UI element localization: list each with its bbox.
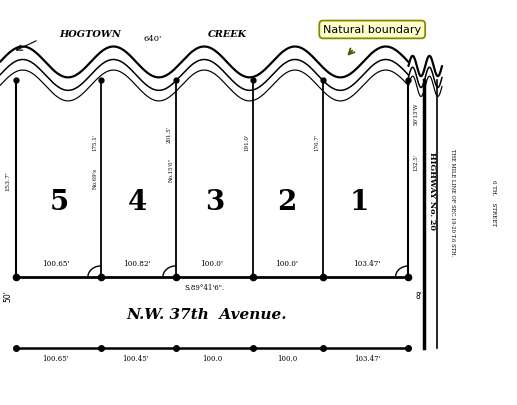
- Text: 8': 8': [415, 291, 422, 300]
- Text: Natural boundary: Natural boundary: [323, 26, 421, 35]
- Text: 3: 3: [205, 189, 224, 216]
- Text: 176.7': 176.7': [314, 133, 320, 150]
- Text: 100.0': 100.0': [201, 259, 223, 267]
- Text: 153.7': 153.7': [5, 171, 10, 190]
- Text: 132.5': 132.5': [414, 153, 419, 171]
- Text: 640': 640': [143, 34, 162, 43]
- Text: 100.0: 100.0: [202, 354, 222, 362]
- Text: 100.65': 100.65': [42, 259, 70, 267]
- Text: 6 TH.    STREET: 6 TH. STREET: [491, 179, 496, 226]
- Text: 1: 1: [349, 189, 369, 216]
- Text: 100.45': 100.45': [122, 354, 149, 362]
- Text: N.W. 37th  Avenue.: N.W. 37th Avenue.: [127, 307, 287, 321]
- Text: HOGTOWN: HOGTOWN: [59, 30, 121, 39]
- Text: 191.0': 191.0': [245, 133, 250, 150]
- Text: 100.0': 100.0': [276, 259, 298, 267]
- Text: S.89°41'6".: S.89°41'6".: [184, 284, 224, 292]
- Text: THE MILE LINE OF SEC.19-20 T.6 STH.: THE MILE LINE OF SEC.19-20 T.6 STH.: [450, 149, 455, 256]
- Text: HIGHWAY No. 20: HIGHWAY No. 20: [428, 151, 436, 229]
- Text: 100.65': 100.65': [42, 354, 69, 362]
- Text: 5: 5: [50, 189, 69, 216]
- Text: 100.82': 100.82': [123, 259, 151, 267]
- Text: 50': 50': [3, 290, 12, 302]
- Text: 4: 4: [127, 189, 147, 216]
- Text: No.15'6": No.15'6": [169, 158, 174, 182]
- Text: No.69's: No.69's: [93, 168, 98, 189]
- Text: 2: 2: [277, 189, 297, 216]
- Text: 103.47': 103.47': [353, 259, 381, 267]
- Text: 103.47': 103.47': [354, 354, 381, 362]
- Text: CREEK: CREEK: [208, 30, 247, 39]
- Text: 100.0: 100.0: [277, 354, 297, 362]
- Text: 175.1': 175.1': [92, 133, 97, 150]
- Text: 201.5': 201.5': [167, 125, 172, 142]
- Text: 50'13'W: 50'13'W: [414, 102, 419, 125]
